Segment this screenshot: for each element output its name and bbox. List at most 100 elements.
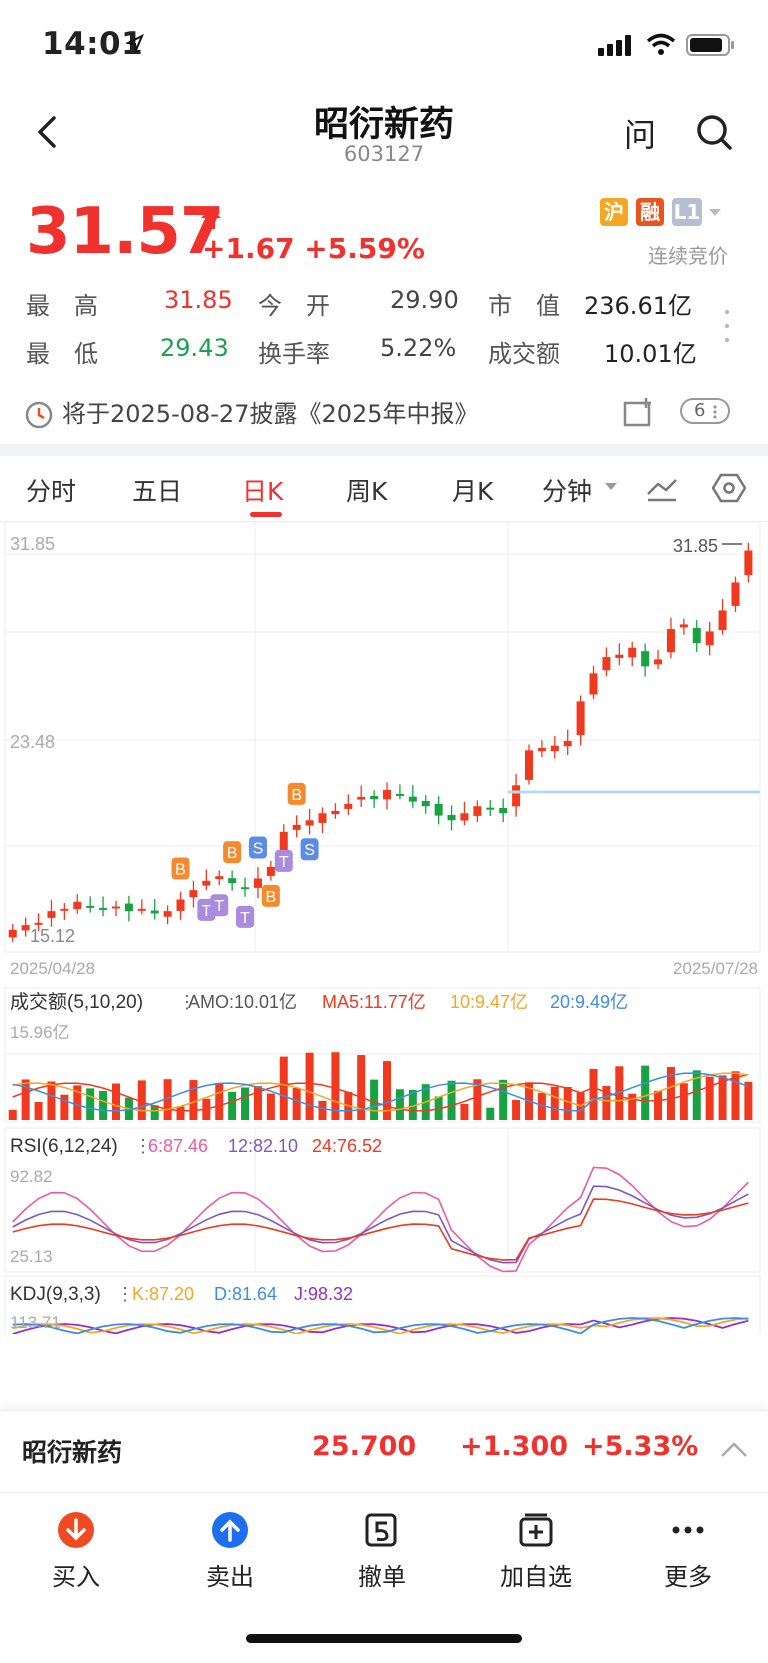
mktcap-value: 236.61亿 (584, 292, 692, 320)
volume-ma10: 10:9.47亿 (450, 992, 528, 1012)
notice-count: 6 (694, 400, 706, 421)
volume-bar (241, 1087, 250, 1120)
settings-hexagon-icon[interactable] (712, 472, 746, 504)
chart-labels: 不复权 31.85 23.48 15.12 31.85 2025/04/28 2025/07… (10, 522, 760, 1332)
tab-monthly-k[interactable]: 月K (452, 477, 494, 506)
minute-dropdown-icon[interactable] (604, 482, 618, 492)
high-label: 最 高 (26, 292, 98, 320)
candle (666, 629, 675, 653)
more-label: 更多 (664, 1563, 712, 1591)
more-vertical-icon[interactable] (722, 308, 732, 344)
kline-frame (4, 522, 761, 953)
chart-grid (4, 522, 761, 1410)
volume-bar (395, 1089, 404, 1120)
candle (73, 901, 82, 910)
volume-bar (628, 1093, 637, 1120)
candle (434, 803, 443, 816)
volume-bar (654, 1090, 663, 1120)
volume-bar (318, 1100, 327, 1120)
volume-bar (731, 1071, 740, 1120)
candle (331, 810, 340, 815)
buy-button[interactable]: 买入 (16, 1511, 136, 1592)
cancel-order-button[interactable]: 撤单 (322, 1511, 442, 1592)
status-bar: 14:01 (0, 0, 768, 92)
trade-marker (236, 905, 255, 928)
volume-bar (447, 1080, 456, 1120)
margin-tag: 融 (636, 198, 664, 226)
volume-bar (305, 1052, 314, 1120)
candle (111, 906, 120, 909)
wifi-icon (646, 33, 676, 55)
trade-marker (171, 857, 190, 880)
more-button[interactable]: 更多 (628, 1511, 748, 1592)
candle (744, 550, 753, 576)
volume-bar (137, 1080, 146, 1120)
low-label: 最 低 (26, 340, 98, 368)
back-icon[interactable] (28, 112, 68, 152)
rsi-12: 12:82.10 (228, 1136, 298, 1156)
indicator-line-icon[interactable] (646, 474, 678, 504)
y-axis-high: 31.85 (10, 534, 55, 554)
candle (47, 911, 56, 918)
volume-bar (408, 1089, 417, 1120)
bottom-price: 25.700 (312, 1431, 417, 1462)
notice-text: 将于2025-08-27披露《2025年中报》 (62, 400, 479, 428)
open-label: 今 开 (258, 292, 330, 320)
trade-marker (210, 894, 229, 917)
cancel-order-label: 撤单 (358, 1563, 406, 1591)
tab-five-day[interactable]: 五日 (132, 477, 183, 506)
report-clock-icon (25, 401, 53, 429)
chevron-up-icon[interactable] (720, 1441, 748, 1459)
candle (241, 887, 250, 890)
trade-marker-text: T (214, 898, 224, 915)
calendar-add-icon[interactable] (622, 398, 654, 428)
candle (266, 866, 275, 876)
add-watchlist-button[interactable]: 加自选 (476, 1511, 596, 1592)
candle (86, 905, 95, 908)
notice-count-badge[interactable]: 6 (680, 398, 730, 424)
volume-bar (34, 1101, 43, 1120)
volume-bar (550, 1086, 559, 1120)
sell-button[interactable]: 卖出 (170, 1511, 290, 1592)
bottom-quote-bar[interactable]: 昭衍新药 25.700 +1.300 +5.33% (0, 1410, 768, 1492)
date-start: 2025/04/28 (10, 959, 95, 978)
more-horizontal-icon (672, 1526, 704, 1534)
candle (60, 908, 69, 911)
candle (447, 814, 456, 821)
tab-minute[interactable]: 分钟 (542, 477, 593, 506)
volume-bar (176, 1106, 185, 1120)
search-icon[interactable] (694, 112, 734, 152)
candle (486, 807, 495, 810)
rsi-6-line (12, 1166, 749, 1273)
candle (292, 824, 301, 830)
candle (163, 911, 172, 917)
candle (99, 907, 108, 910)
buy-label: 买入 (52, 1563, 100, 1591)
notice-bar[interactable]: 将于2025-08-27披露《2025年中报》 6 (0, 388, 768, 444)
dropdown-icon[interactable] (708, 208, 722, 218)
volume-bar (744, 1081, 753, 1120)
trade-marker-text: T (279, 854, 289, 871)
amount-value: 10.01亿 (604, 340, 697, 368)
tab-daily-k[interactable]: 日K (242, 477, 284, 506)
volume-bar (331, 1052, 340, 1120)
ask-button[interactable]: 问 (624, 116, 657, 154)
tab-intraday[interactable]: 分时 (26, 477, 77, 506)
volume-bar (189, 1080, 198, 1120)
volume-frame (4, 987, 761, 1123)
trade-marker-text: S (304, 842, 315, 859)
candle (34, 922, 43, 925)
amount-label: 成交额 (488, 340, 560, 368)
rsi-6: 6:87.46 (148, 1136, 208, 1156)
candle (137, 908, 146, 911)
change-percent: +5.59% (304, 232, 425, 265)
volume-bar (641, 1065, 650, 1120)
candle (215, 876, 224, 880)
trade-marker-text: S (253, 841, 264, 858)
volume-bar (163, 1079, 172, 1120)
candle (537, 747, 546, 752)
volume-bar (73, 1085, 82, 1120)
tab-weekly-k[interactable]: 周K (346, 477, 388, 506)
candle (176, 899, 185, 911)
